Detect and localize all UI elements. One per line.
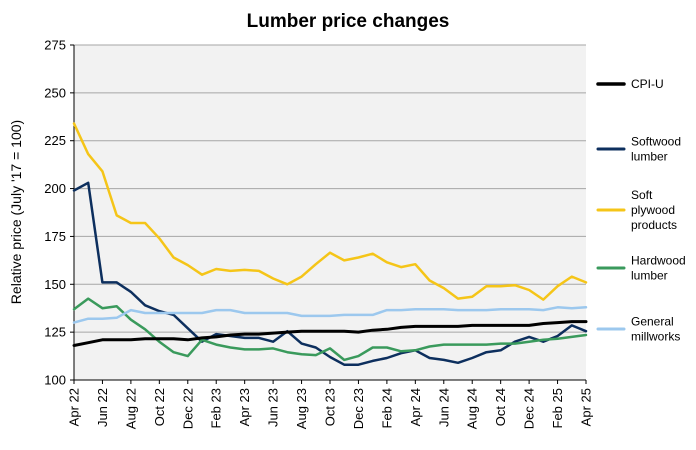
legend-label-0: CPI-U	[631, 77, 664, 91]
x-tick-label: Feb 25	[550, 388, 565, 428]
chart-title: Lumber price changes	[247, 11, 450, 32]
legend-label-1: Softwood lumber	[631, 135, 681, 164]
x-tick-label: Dec 23	[351, 388, 366, 429]
x-tick-label: Apr 23	[237, 388, 252, 426]
legend: CPI-U Softwood lumber Soft plywood products Ha…	[596, 77, 686, 344]
legend-label-2: Soft plywood products	[631, 188, 677, 232]
y-tick-label: 125	[44, 325, 66, 340]
y-tick-label: 200	[44, 181, 66, 196]
series-line-2	[72, 122, 588, 301]
legend-label-4: General millworks	[631, 315, 680, 344]
x-tick-label: Oct 24	[493, 388, 508, 426]
x-tick-label: Aug 23	[294, 388, 309, 429]
y-tick-label: 100	[44, 373, 66, 388]
x-tick-label: Aug 22	[123, 388, 138, 429]
x-tick-label: Apr 25	[579, 388, 594, 426]
y-tick-label: 275	[44, 38, 66, 53]
gridlines	[74, 44, 586, 333]
x-axis-ticks: Apr 22 Jun 22 Aug 22 Oct 22 Dec 22 Feb 23 Apr …	[67, 380, 594, 429]
x-tick-label: Jun 24	[436, 388, 451, 427]
y-tick-label: 175	[44, 229, 66, 244]
x-tick-label: Apr 22	[67, 388, 82, 426]
y-axis-ticks: 100 125 150 175 200 225 250 275	[44, 38, 74, 388]
x-tick-label: Dec 22	[180, 388, 195, 429]
x-tick-label: Oct 23	[323, 388, 338, 426]
series-line-3	[72, 297, 588, 362]
series-line-4	[72, 306, 588, 324]
series-lines	[72, 122, 588, 366]
y-tick-label: 150	[44, 277, 66, 292]
x-tick-label: Dec 24	[522, 388, 537, 429]
x-tick-label: Feb 23	[209, 388, 224, 428]
x-tick-label: Jun 23	[266, 388, 281, 427]
series-line-0	[72, 320, 588, 347]
x-tick-label: Oct 22	[152, 388, 167, 426]
x-tick-label: Aug 24	[465, 388, 480, 429]
x-tick-label: Feb 24	[379, 388, 394, 428]
y-tick-label: 225	[44, 133, 66, 148]
y-tick-label: 250	[44, 85, 66, 100]
series-line-1	[72, 181, 588, 366]
x-tick-label: Jun 22	[95, 388, 110, 427]
legend-label-3: Hardwood lumber	[631, 254, 686, 283]
y-axis-label: Relative price (July '17 = 100)	[8, 120, 24, 304]
x-tick-label: Apr 24	[408, 388, 423, 426]
